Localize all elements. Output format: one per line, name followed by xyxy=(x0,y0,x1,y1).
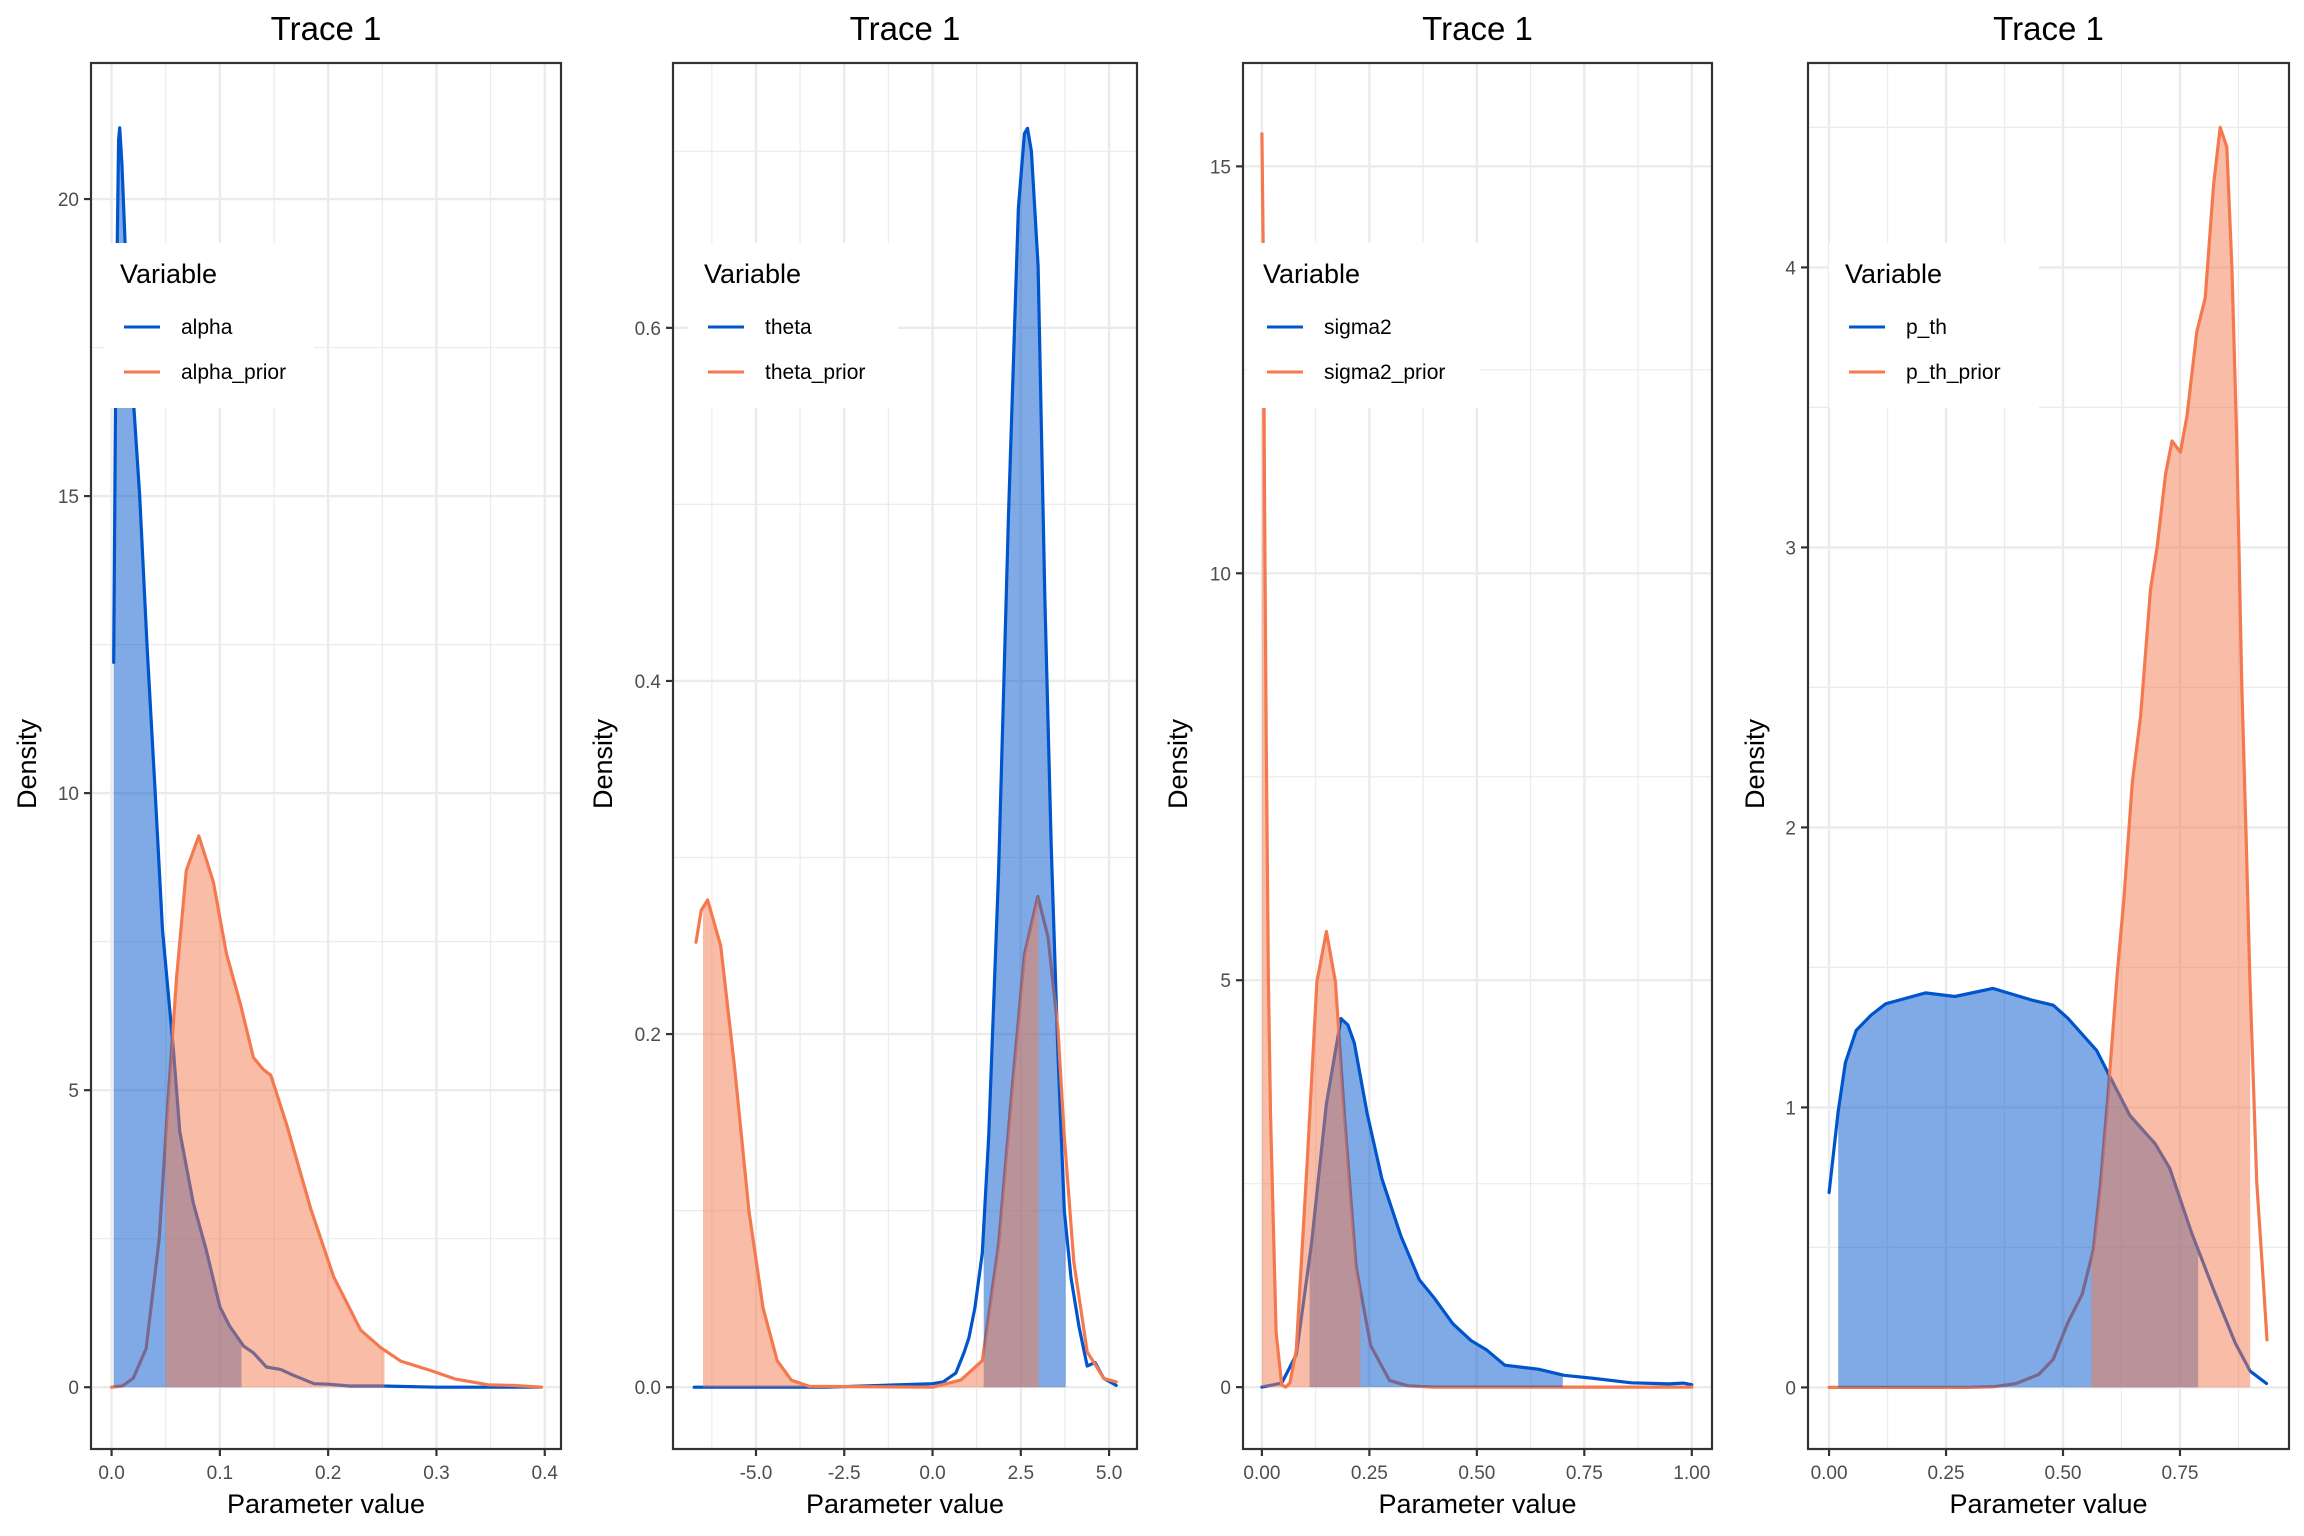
x-tick-label: 5.0 xyxy=(1096,1463,1122,1484)
x-tick-label: 0.0 xyxy=(98,1463,124,1484)
interval-fill-sigma2 xyxy=(1309,1018,1563,1388)
y-tick-label: 0.4 xyxy=(635,672,662,693)
y-tick-label: 0 xyxy=(68,1378,79,1399)
panel-border xyxy=(671,61,1139,1451)
y-tick-label: 5 xyxy=(1220,971,1231,992)
legend-title: Variable xyxy=(120,259,217,289)
y-tick-label: 15 xyxy=(1210,157,1231,178)
x-tick-label: 0.25 xyxy=(1928,1463,1965,1484)
interval-fill-alpha_prior xyxy=(165,835,385,1388)
y-tick-label: 2 xyxy=(1785,818,1796,839)
y-axis-title: Density xyxy=(1163,718,1193,809)
x-tick-label: 0.2 xyxy=(315,1463,341,1484)
gridlines xyxy=(91,63,561,1449)
y-tick-label: 3 xyxy=(1785,538,1796,559)
y-tick-label: 5 xyxy=(68,1081,79,1102)
y-tick-label: 15 xyxy=(58,487,79,508)
interval-fill-p_th_prior xyxy=(2091,127,2251,1388)
legend: Variable p_th p_th_prior xyxy=(1829,243,2039,408)
x-axis-title: Parameter value xyxy=(1378,1489,1576,1519)
plot-area xyxy=(1260,132,1694,1389)
x-tick-label: 0.75 xyxy=(1566,1463,1603,1484)
panel-title: Trace 1 xyxy=(1993,10,2104,47)
legend-label-sigma2: sigma2 xyxy=(1324,316,1392,339)
legend-label-theta_prior: theta_prior xyxy=(765,361,865,384)
x-tick-label: 2.5 xyxy=(1008,1463,1034,1484)
y-tick-label: 0.0 xyxy=(635,1378,661,1399)
x-tick-label: 1.00 xyxy=(1673,1463,1710,1484)
y-tick-label: 10 xyxy=(1210,564,1231,585)
legend-title: Variable xyxy=(1845,259,1942,289)
x-tick-label: 0.00 xyxy=(1243,1463,1280,1484)
panel-3: 0.00 0.25 0.50 0.75 1.00 0 5 10 15 Trace 1 Paramet… xyxy=(1163,10,1714,1519)
legend-title: Variable xyxy=(1263,259,1360,289)
y-axis-title: Density xyxy=(1740,718,1770,809)
x-tick-label: 0.75 xyxy=(2161,1463,2198,1484)
y-tick-label: 0.2 xyxy=(635,1025,661,1046)
legend-label-p_th_prior: p_th_prior xyxy=(1906,361,2001,384)
x-tick-label: 0.4 xyxy=(532,1463,559,1484)
plot-area xyxy=(692,126,1118,1389)
y-axis-title: Density xyxy=(588,718,618,809)
panel-title: Trace 1 xyxy=(271,10,382,47)
x-tick-label: 0.1 xyxy=(207,1463,233,1484)
legend: Variable theta theta_prior xyxy=(688,243,898,408)
x-tick-label: -5.0 xyxy=(740,1463,773,1484)
x-tick-label: 0.0 xyxy=(919,1463,945,1484)
interval-fill-theta xyxy=(983,128,1066,1388)
panel-4: 0.00 0.25 0.50 0.75 0 1 2 3 4 Trace 1 Parameter va… xyxy=(1740,10,2291,1519)
y-axis-title: Density xyxy=(12,718,42,809)
panel-border xyxy=(1806,61,2291,1451)
interval-fill-alpha xyxy=(113,127,242,1388)
panel-title: Trace 1 xyxy=(850,10,961,47)
panel-title: Trace 1 xyxy=(1422,10,1533,47)
panel-2: -5.0 -2.5 0.0 2.5 5.0 0.0 0.2 0.4 0.6 Trace 1 Para… xyxy=(588,10,1139,1519)
x-axis-title: Parameter value xyxy=(1949,1489,2147,1519)
x-tick-label: -2.5 xyxy=(828,1463,861,1484)
y-tick-label: 1 xyxy=(1785,1098,1796,1119)
interval-fill-theta_prior xyxy=(703,896,1039,1388)
x-tick-label: 0.25 xyxy=(1351,1463,1388,1484)
legend-label-p_th: p_th xyxy=(1906,316,1947,339)
y-tick-label: 0.6 xyxy=(635,319,661,340)
x-tick-label: 0.00 xyxy=(1811,1463,1848,1484)
y-tick-label: 0 xyxy=(1785,1378,1796,1399)
y-tick-label: 10 xyxy=(58,784,79,805)
x-tick-label: 0.50 xyxy=(2045,1463,2082,1484)
y-tick-label: 20 xyxy=(58,190,79,211)
legend-title: Variable xyxy=(704,259,801,289)
legend-label-alpha: alpha xyxy=(181,316,233,339)
x-axis-title: Parameter value xyxy=(806,1489,1004,1519)
y-tick-label: 4 xyxy=(1785,258,1796,279)
x-axis-title: Parameter value xyxy=(227,1489,425,1519)
panel-1: 0.0 0.1 0.2 0.3 0.4 0 5 10 15 20 Trace 1 Parameter … xyxy=(12,10,563,1519)
panel-border xyxy=(89,61,563,1451)
plot-area xyxy=(1827,125,2269,1389)
y-tick-label: 0 xyxy=(1220,1378,1231,1399)
plot-area xyxy=(110,126,544,1389)
legend-label-theta: theta xyxy=(765,316,812,339)
x-tick-label: 0.50 xyxy=(1458,1463,1495,1484)
legend: Variable sigma2 sigma2_prior xyxy=(1247,243,1479,408)
interval-fill-sigma2_prior xyxy=(1261,133,1361,1388)
legend-label-sigma2_prior: sigma2_prior xyxy=(1324,361,1445,384)
legend-label-alpha_prior: alpha_prior xyxy=(181,361,286,384)
x-tick-label: 0.3 xyxy=(423,1463,449,1484)
legend: Variable alpha alpha_prior xyxy=(104,243,314,408)
